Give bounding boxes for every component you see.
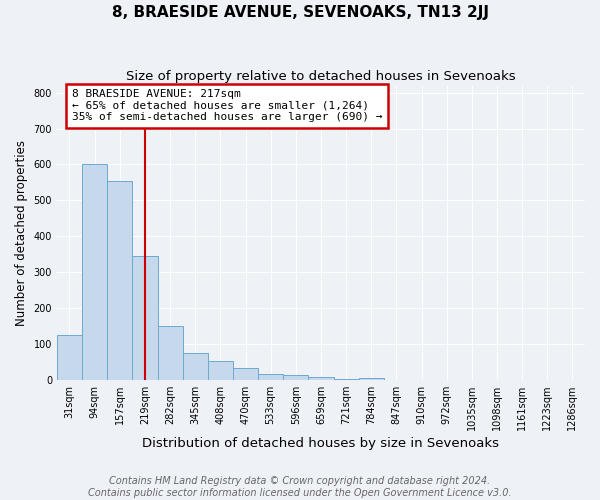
Bar	[158, 326, 182, 380]
Title: Size of property relative to detached houses in Sevenoaks: Size of property relative to detached ho…	[126, 70, 516, 83]
Bar	[208, 361, 233, 380]
Bar	[182, 353, 208, 380]
Bar	[57, 335, 82, 380]
Bar	[308, 377, 334, 380]
Text: 8 BRAESIDE AVENUE: 217sqm
← 65% of detached houses are smaller (1,264)
35% of se: 8 BRAESIDE AVENUE: 217sqm ← 65% of detac…	[72, 89, 383, 122]
Bar	[82, 164, 107, 380]
Bar	[283, 376, 308, 380]
Bar	[107, 180, 133, 380]
Text: 8, BRAESIDE AVENUE, SEVENOAKS, TN13 2JJ: 8, BRAESIDE AVENUE, SEVENOAKS, TN13 2JJ	[112, 5, 488, 20]
Bar	[334, 379, 359, 380]
X-axis label: Distribution of detached houses by size in Sevenoaks: Distribution of detached houses by size …	[142, 437, 499, 450]
Bar	[233, 368, 258, 380]
Bar	[359, 378, 384, 380]
Text: Contains HM Land Registry data © Crown copyright and database right 2024.
Contai: Contains HM Land Registry data © Crown c…	[88, 476, 512, 498]
Bar	[133, 256, 158, 380]
Bar	[258, 374, 283, 380]
Y-axis label: Number of detached properties: Number of detached properties	[15, 140, 28, 326]
